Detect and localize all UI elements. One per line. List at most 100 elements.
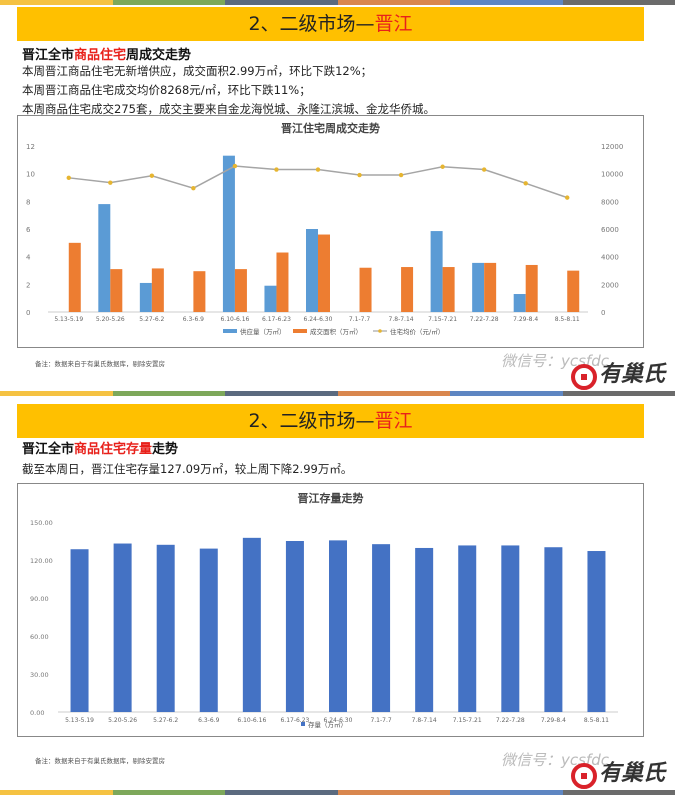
x-tick-label: 6.10-6.16 bbox=[237, 717, 266, 724]
data-source-note: 备注：数据来自于有巢氏数据库，剔除安置房 bbox=[35, 360, 165, 368]
x-tick-label: 6.17-6.23 bbox=[280, 717, 309, 724]
house-logo-icon bbox=[570, 363, 597, 390]
stock-bar bbox=[70, 549, 89, 712]
brand-logo: 微信号：ycsfdc 有巢氏 bbox=[501, 352, 665, 390]
x-tick-label: 8.5-8.11 bbox=[555, 316, 580, 323]
x-tick-label: 7.15-7.21 bbox=[428, 316, 457, 323]
deal-area-bar bbox=[193, 271, 206, 312]
summary-line: 本周晋江商品住宅成交均价8268元/㎡，环比下跌11%； bbox=[22, 83, 311, 97]
stock-bar bbox=[329, 540, 347, 712]
x-tick-label: 7.8-7.14 bbox=[389, 316, 414, 323]
x-tick-label: 5.27-6.2 bbox=[153, 717, 178, 724]
banner-prefix: 2、二级市场— bbox=[248, 13, 375, 35]
banner-highlight: 晋江 bbox=[374, 410, 413, 432]
divider-color-strip bbox=[0, 391, 675, 396]
deal-area-bar bbox=[151, 268, 164, 312]
strip-segment bbox=[225, 0, 338, 5]
banner-highlight: 晋江 bbox=[374, 13, 413, 35]
brand-logo: 微信号：ycsfdc 有巢氏 bbox=[501, 751, 665, 789]
subhead-post: 走势 bbox=[152, 442, 179, 457]
y-tick-label: 2 bbox=[26, 281, 30, 289]
y2-tick-label: 10000 bbox=[601, 171, 623, 179]
stock-bar bbox=[242, 537, 261, 712]
strip-segment bbox=[450, 391, 563, 396]
x-tick-label: 7.8-7.14 bbox=[412, 717, 437, 724]
price-marker bbox=[232, 163, 238, 169]
x-tick-label: 7.22-7.28 bbox=[470, 316, 499, 323]
x-tick-label: 6.17-6.23 bbox=[262, 316, 291, 323]
legend-label: 存量（万㎡） bbox=[308, 720, 347, 729]
strip-segment bbox=[562, 0, 675, 5]
stock-bar bbox=[415, 547, 434, 712]
legend-swatch-price bbox=[378, 329, 382, 333]
y2-tick-label: 0 bbox=[601, 309, 605, 317]
legend-swatch-deal bbox=[293, 329, 307, 333]
y-tick-label: 90.00 bbox=[30, 595, 49, 603]
section1-banner: 2、二级市场—晋江 bbox=[17, 7, 644, 41]
strip-segment bbox=[225, 391, 338, 396]
deal-area-bar bbox=[110, 269, 123, 312]
subhead-pre: 晋江全市 bbox=[22, 48, 75, 63]
deal-area-bar bbox=[359, 267, 372, 312]
x-tick-label: 5.20-5.26 bbox=[108, 717, 137, 724]
strip-segment bbox=[337, 0, 450, 5]
x-tick-label: 5.13-5.19 bbox=[65, 717, 94, 724]
stock-bar bbox=[501, 545, 520, 712]
stock-trend-chart: 晋江存量走势 0.00 30.00 60.00 90.00 120.00 150.00 5.… bbox=[17, 483, 644, 737]
subhead-pre: 晋江全市 bbox=[22, 442, 75, 457]
price-marker bbox=[108, 180, 113, 185]
y2-tick-label: 12000 bbox=[601, 143, 623, 151]
strip-segment bbox=[337, 790, 450, 795]
x-tick-label: 6.10-6.16 bbox=[220, 316, 249, 323]
y2-tick-label: 6000 bbox=[601, 226, 619, 234]
deal-area-bar bbox=[567, 270, 580, 312]
price-marker bbox=[565, 195, 570, 200]
supply-bar bbox=[306, 229, 318, 312]
x-tick-label: 6.24-6.30 bbox=[324, 717, 353, 724]
x-tick-label: 8.5-8.11 bbox=[584, 717, 609, 724]
strip-segment bbox=[112, 790, 225, 795]
section1-subhead: 晋江全市商品住宅周成交走势 bbox=[22, 44, 191, 63]
x-tick-label: 6.3-6.9 bbox=[198, 717, 219, 724]
stock-bar bbox=[113, 543, 132, 712]
x-tick-label: 7.29-8.4 bbox=[541, 717, 566, 724]
section1-summary: 本周晋江商品住宅无新增供应，成交面积2.99万㎡，环比下跌12%； 本周晋江商品… bbox=[22, 62, 435, 119]
x-tick-label: 5.20-5.26 bbox=[96, 316, 125, 323]
section2-subhead: 晋江全市商品住宅存量走势 bbox=[22, 438, 178, 457]
top-color-strip bbox=[0, 0, 675, 5]
deal-area-bar bbox=[442, 267, 455, 312]
stock-bar bbox=[544, 547, 563, 712]
deal-area-bar bbox=[318, 234, 330, 312]
y-tick-label: 0.00 bbox=[30, 709, 44, 717]
bottom-color-strip bbox=[0, 790, 675, 795]
price-marker bbox=[191, 185, 196, 191]
strip-segment bbox=[450, 0, 563, 5]
subhead-post: 周成交走势 bbox=[126, 48, 192, 63]
x-tick-label: 6.3-6.9 bbox=[183, 316, 204, 323]
supply-bar bbox=[472, 262, 485, 312]
brand-name: 有巢氏 bbox=[598, 362, 665, 387]
x-tick-label: 7.1-7.7 bbox=[349, 316, 370, 323]
strip-segment bbox=[562, 790, 675, 795]
legend-swatch-supply bbox=[223, 329, 237, 333]
stock-bar bbox=[285, 541, 304, 712]
x-tick-label: 5.27-6.2 bbox=[139, 316, 164, 323]
y-tick-label: 150.00 bbox=[30, 519, 53, 527]
price-marker bbox=[274, 167, 279, 172]
price-marker bbox=[315, 167, 321, 172]
y-tick-label: 8 bbox=[26, 198, 30, 206]
y-tick-label: 4 bbox=[26, 254, 31, 262]
subhead-highlight: 商品住宅 bbox=[74, 48, 127, 63]
supply-bar bbox=[98, 204, 111, 312]
stock-trend-chart-plot: 0.00 30.00 60.00 90.00 120.00 150.00 5.13-5.19… bbox=[30, 519, 618, 729]
strip-segment bbox=[0, 790, 113, 795]
supply-bar bbox=[264, 285, 277, 312]
legend-label: 住宅均价（元/㎡） bbox=[390, 327, 444, 336]
stock-bar bbox=[199, 548, 218, 712]
price-marker bbox=[481, 167, 487, 172]
legend-label: 供应量（万㎡） bbox=[240, 327, 286, 336]
strip-segment bbox=[337, 391, 450, 396]
deal-area-bar bbox=[68, 242, 81, 312]
y-tick-label: 120.00 bbox=[30, 557, 53, 565]
section2-summary: 截至本周日，晋江住宅存量127.09万㎡，较上周下降2.99万㎡。 bbox=[22, 460, 352, 479]
